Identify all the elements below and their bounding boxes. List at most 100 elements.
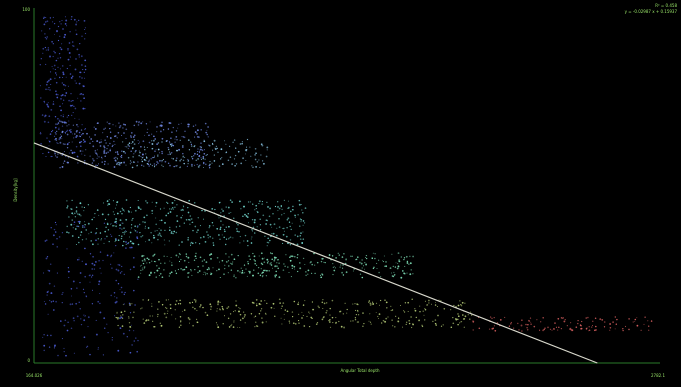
data-point	[224, 315, 225, 317]
data-point	[109, 148, 111, 150]
data-point	[394, 326, 396, 328]
data-point	[355, 313, 358, 316]
data-point	[132, 242, 135, 245]
data-point	[40, 148, 42, 150]
data-point	[381, 322, 383, 324]
data-point	[68, 152, 70, 154]
data-point	[310, 316, 313, 319]
data-point	[107, 204, 109, 206]
data-point	[121, 207, 123, 210]
data-point	[220, 158, 222, 160]
data-point	[45, 21, 47, 23]
data-point	[609, 329, 611, 331]
data-point	[463, 326, 465, 328]
data-point	[120, 286, 123, 289]
data-point	[461, 301, 464, 304]
data-point	[87, 222, 90, 225]
data-point	[251, 165, 253, 167]
data-point	[238, 200, 241, 203]
data-point	[408, 319, 411, 322]
data-point	[227, 206, 230, 209]
data-point	[117, 324, 119, 327]
data-point	[262, 162, 265, 165]
data-point	[404, 265, 406, 267]
data-point	[560, 317, 563, 319]
data-point	[187, 162, 189, 165]
data-point	[167, 212, 170, 215]
data-point	[161, 164, 163, 166]
data-point	[269, 239, 271, 242]
data-point	[199, 305, 201, 308]
data-point	[70, 100, 72, 102]
data-point	[357, 311, 359, 313]
data-point	[258, 302, 261, 305]
data-point	[97, 238, 100, 240]
data-point	[614, 316, 616, 318]
data-point	[71, 114, 73, 116]
data-point	[274, 315, 276, 317]
data-point	[87, 326, 89, 328]
data-point	[78, 301, 80, 303]
data-point	[472, 320, 475, 323]
data-point	[103, 317, 106, 320]
data-point	[183, 206, 185, 208]
data-point	[169, 211, 172, 213]
data-point	[176, 139, 178, 141]
data-point	[390, 305, 392, 308]
data-point	[190, 269, 192, 271]
data-point	[102, 354, 104, 356]
data-point	[83, 97, 85, 100]
data-point	[169, 307, 172, 310]
data-point	[478, 327, 481, 330]
data-point	[187, 256, 190, 259]
data-point	[78, 213, 81, 216]
data-point	[130, 211, 132, 213]
data-point	[127, 242, 129, 245]
data-point	[558, 326, 560, 329]
data-point	[196, 133, 198, 135]
data-point	[224, 230, 226, 233]
data-point	[143, 146, 145, 148]
data-point	[164, 244, 166, 246]
data-point	[189, 244, 192, 247]
data-point	[230, 211, 232, 214]
data-point	[151, 133, 153, 135]
data-point	[163, 269, 165, 271]
data-point	[147, 160, 150, 163]
data-point	[339, 266, 341, 268]
data-point	[96, 157, 98, 159]
data-point	[54, 72, 57, 74]
data-point	[322, 299, 324, 301]
data-point	[78, 19, 80, 22]
data-point	[200, 146, 202, 148]
data-point	[587, 316, 589, 319]
data-point	[171, 314, 173, 316]
data-point	[124, 231, 126, 233]
data-point	[383, 265, 386, 267]
data-point	[423, 314, 425, 316]
data-point	[106, 147, 108, 150]
data-point	[76, 225, 78, 228]
data-point	[121, 141, 124, 143]
data-point	[345, 271, 348, 274]
data-point	[144, 134, 146, 136]
data-point	[139, 151, 141, 154]
data-point	[54, 77, 56, 80]
data-point	[362, 325, 364, 327]
data-point	[529, 317, 532, 319]
data-point	[134, 209, 137, 212]
data-point	[49, 263, 52, 266]
data-point	[249, 258, 251, 260]
data-point	[257, 211, 259, 213]
data-point	[193, 202, 196, 204]
data-point	[354, 318, 357, 321]
data-point	[452, 322, 455, 325]
data-point	[355, 259, 357, 261]
data-point	[251, 218, 254, 221]
data-point	[80, 134, 83, 136]
data-point	[134, 225, 137, 228]
data-point	[91, 268, 94, 270]
data-point	[208, 266, 210, 269]
data-point	[61, 43, 63, 45]
data-point	[202, 273, 204, 275]
